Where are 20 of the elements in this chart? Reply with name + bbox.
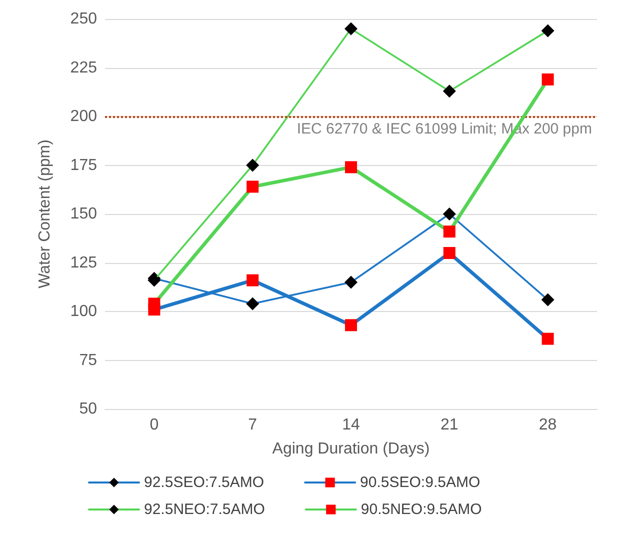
x-tick-label: 21 xyxy=(440,416,458,434)
y-tick-label: 175 xyxy=(70,156,98,174)
y-tick-label: 250 xyxy=(70,10,98,28)
legend-label: 90.5NEO:9.5AMO xyxy=(360,501,482,518)
x-tick-label: 0 xyxy=(150,416,159,434)
y-axis-title: Water Content (ppm) xyxy=(36,140,54,288)
legend-label: 90.5SEO:9.5AMO xyxy=(360,474,480,491)
y-tick-label: 125 xyxy=(70,254,98,272)
x-tick-label: 7 xyxy=(248,416,258,434)
legend-label: 92.5SEO:7.5AMO xyxy=(144,474,264,491)
y-tick-label: 225 xyxy=(70,59,98,76)
y-tick-label: 200 xyxy=(70,108,98,125)
x-tick-label: 14 xyxy=(342,416,360,434)
y-tick-label: 75 xyxy=(79,352,98,369)
y-tick-label: 150 xyxy=(70,206,98,222)
x-tick-label: 28 xyxy=(538,416,557,434)
y-tick-label: 50 xyxy=(79,400,98,418)
y-tick-label: 100 xyxy=(70,303,98,320)
x-axis-title: Aging Duration (Days) xyxy=(272,440,430,458)
legend-label: 92.5NEO:7.5AMO xyxy=(144,501,265,518)
